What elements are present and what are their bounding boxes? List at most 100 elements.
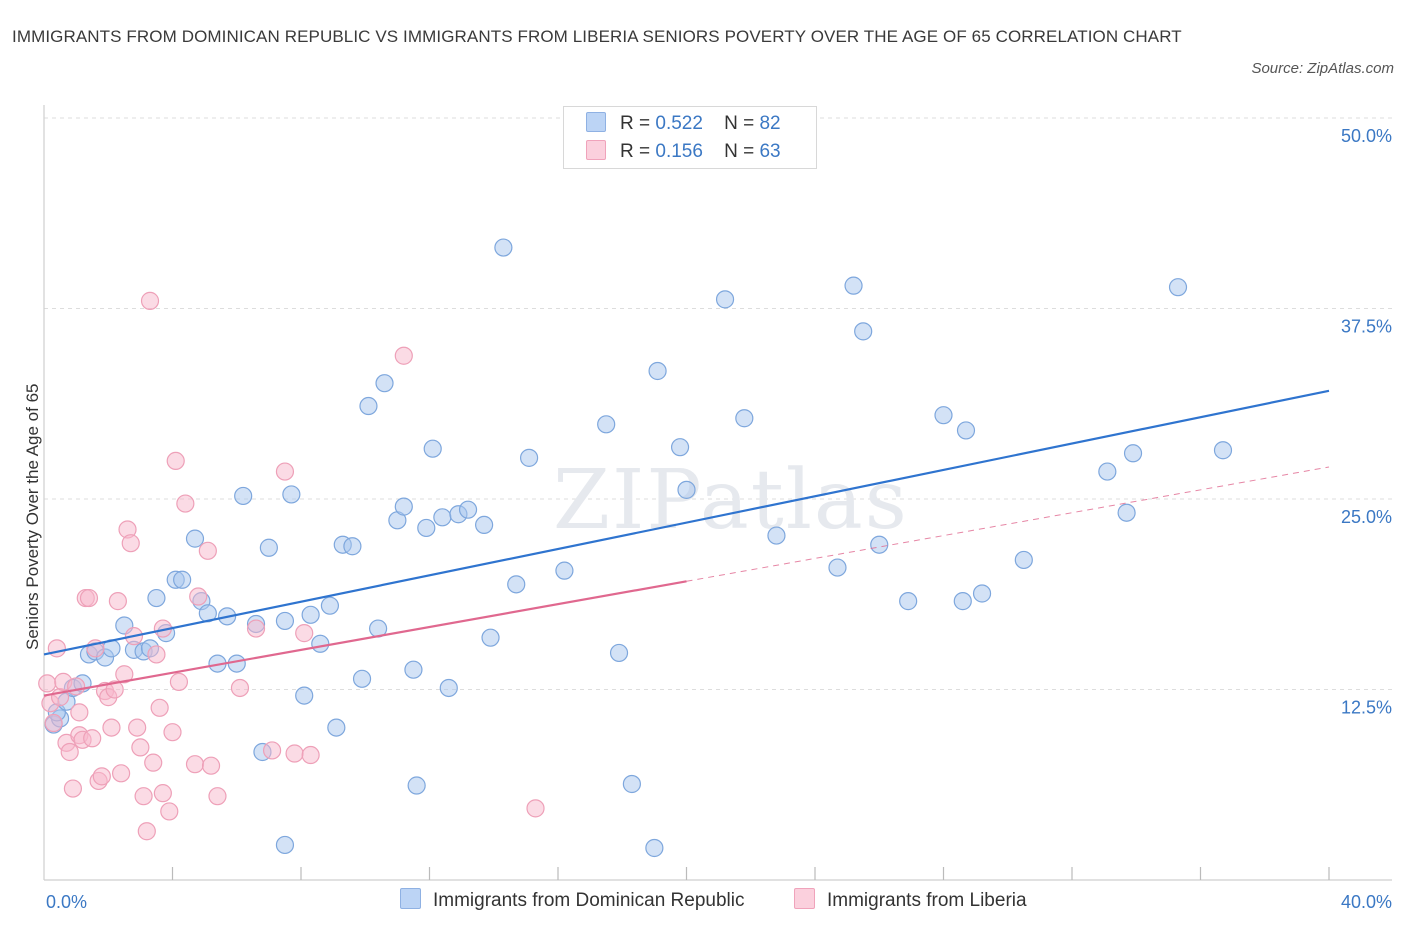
point-liberia xyxy=(185,755,205,774)
point-dominican xyxy=(275,835,295,855)
stats-legend-row-dominican: R = 0.522 N = 82 xyxy=(586,111,781,137)
point-liberia xyxy=(208,787,227,806)
point-dominican xyxy=(677,480,696,499)
series-name: Immigrants from Dominican Republic xyxy=(433,890,745,911)
point-dominican xyxy=(433,508,452,527)
point-dominican xyxy=(227,654,246,673)
point-liberia xyxy=(111,764,131,783)
point-dominican xyxy=(301,605,320,624)
point-liberia xyxy=(144,753,163,772)
point-dominican xyxy=(953,592,972,611)
point-liberia xyxy=(92,767,111,786)
point-liberia xyxy=(301,745,320,765)
y-tick-label: 12.5% xyxy=(1341,698,1392,718)
trend-line-liberia-extension xyxy=(686,466,1330,582)
point-dominican xyxy=(956,421,976,440)
legend-r-label: R = xyxy=(620,113,651,134)
legend-r-value: 0.156 xyxy=(655,141,703,162)
point-dominican xyxy=(828,558,847,577)
point-dominican xyxy=(282,485,301,504)
tick-labels: 12.5% 25.0% 37.5% 50.0% 0.0% 40.0% xyxy=(46,126,1392,912)
point-dominican xyxy=(670,438,690,457)
point-dominican xyxy=(343,537,362,556)
point-liberia xyxy=(163,723,182,742)
point-dominican xyxy=(494,238,513,257)
y-axis-label-wrap: Seniors Poverty Over the Age of 65 xyxy=(18,384,48,655)
point-liberia xyxy=(153,784,172,803)
stats-legend: R = 0.522 N = 82 R = 0.156 N = 63 xyxy=(563,106,817,169)
data-points xyxy=(38,238,1233,858)
point-dominican xyxy=(352,669,372,688)
legend-r-label: R = xyxy=(620,141,651,162)
point-dominican xyxy=(320,596,340,615)
point-dominican xyxy=(407,776,426,795)
point-liberia xyxy=(44,713,63,733)
point-liberia xyxy=(60,742,79,762)
legend-swatch-pink xyxy=(794,888,815,909)
point-dominican xyxy=(1168,278,1188,297)
point-liberia xyxy=(150,698,169,717)
point-dominican xyxy=(295,686,314,705)
chart-source: Source: ZipAtlas.com xyxy=(1251,60,1394,77)
point-liberia xyxy=(102,718,121,737)
point-dominican xyxy=(507,575,526,594)
point-dominican xyxy=(375,374,394,393)
point-liberia xyxy=(176,494,195,513)
y-tick-label: 37.5% xyxy=(1341,317,1392,337)
legend-n-value: 63 xyxy=(759,141,781,162)
point-dominican xyxy=(870,535,889,554)
y-tick-label: 50.0% xyxy=(1341,126,1392,146)
point-liberia xyxy=(140,291,160,310)
point-dominican xyxy=(854,322,873,341)
point-dominican xyxy=(234,486,253,506)
point-dominican xyxy=(844,276,863,295)
point-dominican xyxy=(735,409,754,428)
point-dominican xyxy=(1014,550,1033,570)
point-liberia xyxy=(275,462,295,481)
trend-lines xyxy=(43,389,1330,697)
point-liberia xyxy=(70,703,89,722)
point-dominican xyxy=(327,718,346,737)
point-dominican xyxy=(275,611,295,631)
point-dominican xyxy=(1213,441,1233,460)
x-tick-label-max: 40.0% xyxy=(1341,892,1392,912)
trend-line-dominican xyxy=(43,389,1330,656)
point-dominican xyxy=(458,500,478,519)
point-liberia xyxy=(108,592,127,611)
y-axis-label: Seniors Poverty Over the Age of 65 xyxy=(23,383,42,650)
point-liberia xyxy=(38,674,57,693)
legend-n-label: N = xyxy=(724,141,755,162)
point-dominican xyxy=(394,497,413,516)
point-liberia xyxy=(160,802,179,821)
point-dominican xyxy=(1123,444,1143,463)
trend-line-liberia xyxy=(43,580,687,697)
y-tick-label: 25.0% xyxy=(1341,507,1392,527)
point-dominican xyxy=(934,406,953,425)
point-liberia xyxy=(262,741,282,760)
point-dominican xyxy=(972,584,992,603)
point-liberia xyxy=(189,587,208,606)
point-liberia xyxy=(147,645,166,664)
legend-swatch-blue xyxy=(400,888,421,909)
point-dominican xyxy=(519,448,539,467)
legend-n-label: N = xyxy=(724,113,755,134)
point-dominican xyxy=(439,678,458,698)
point-liberia xyxy=(115,665,134,684)
legend-swatch-pink xyxy=(586,140,606,160)
point-liberia xyxy=(63,779,83,798)
point-liberia xyxy=(131,738,150,757)
point-liberia xyxy=(47,639,66,658)
point-liberia xyxy=(198,541,217,560)
point-dominican xyxy=(147,588,166,608)
legend-r-value: 0.522 xyxy=(655,113,703,134)
point-dominican xyxy=(481,628,500,647)
point-dominican xyxy=(359,396,378,416)
point-dominican xyxy=(645,838,664,858)
chart-title: IMMIGRANTS FROM DOMINICAN REPUBLIC VS IM… xyxy=(12,27,1182,46)
point-liberia xyxy=(295,624,314,643)
point-liberia xyxy=(201,756,221,775)
stats-legend-row-liberia: R = 0.156 N = 63 xyxy=(586,139,781,165)
point-liberia xyxy=(128,718,147,737)
point-dominican xyxy=(185,529,205,548)
